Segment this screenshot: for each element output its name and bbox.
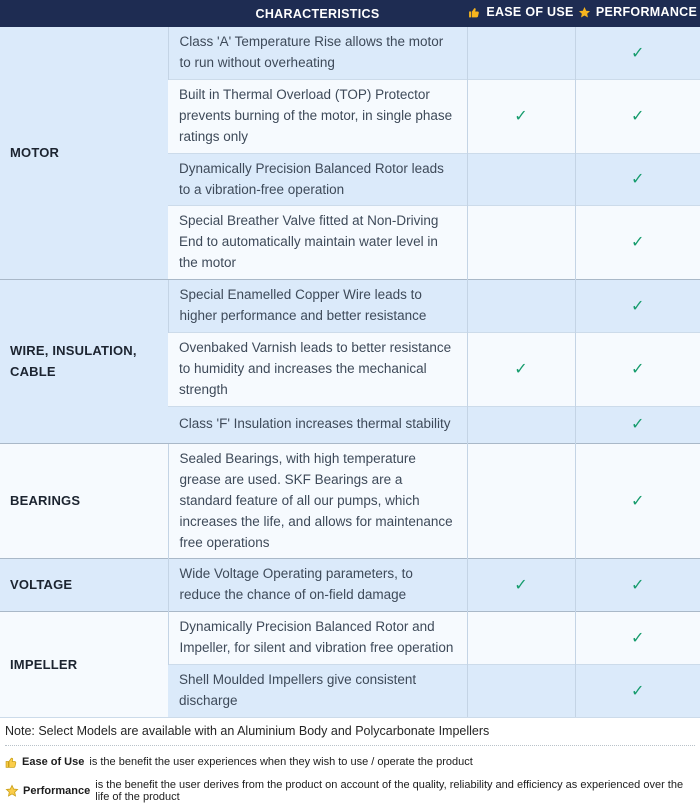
table-header: CHARACTERISTICS EASE OF USE PERFORMANCE: [0, 0, 700, 27]
ease-of-use-cell: [467, 206, 575, 280]
performance-cell: ✓: [575, 665, 700, 717]
header-characteristics-label: CHARACTERISTICS: [256, 7, 380, 21]
performance-cell: ✓: [575, 27, 700, 79]
group-label-motor: MOTOR: [0, 27, 168, 280]
ease-of-use-cell: [467, 665, 575, 717]
table-row: VOLTAGE Wide Voltage Operating parameter…: [0, 559, 700, 612]
characteristic-cell: Dynamically Precision Balanced Rotor lea…: [168, 153, 467, 206]
header-performance-label: PERFORMANCE: [596, 5, 697, 19]
characteristic-cell: Dynamically Precision Balanced Rotor and…: [168, 612, 467, 665]
header-ease-of-use-label: EASE OF USE: [486, 5, 573, 19]
legend-text: is the benefit the user experiences when…: [89, 756, 472, 768]
ease-of-use-cell: [467, 153, 575, 206]
performance-cell: ✓: [575, 153, 700, 206]
characteristic-cell: Shell Moulded Impellers give consistent …: [168, 665, 467, 717]
legend-term: Performance: [23, 785, 90, 797]
group-label-wire-insulation-cable: WIRE, INSULATION, CABLE: [0, 280, 168, 444]
ease-of-use-cell: [467, 406, 575, 443]
performance-legend: Performance is the benefit the user deri…: [5, 779, 695, 803]
note-text: Note: Select Models are available with a…: [5, 718, 695, 746]
ease-of-use-cell: ✓: [467, 559, 575, 612]
group-label-voltage: VOLTAGE: [0, 559, 168, 612]
footer: Note: Select Models are available with a…: [0, 717, 700, 803]
ease-of-use-cell: [467, 27, 575, 79]
ease-of-use-cell: [467, 612, 575, 665]
header-performance: PERFORMANCE: [575, 0, 700, 27]
performance-cell: ✓: [575, 559, 700, 612]
legend-text: is the benefit the user derives from the…: [95, 779, 695, 803]
ease-of-use-cell: ✓: [467, 79, 575, 153]
characteristic-cell: Special Breather Valve fitted at Non-Dri…: [168, 206, 467, 280]
characteristic-cell: Ovenbaked Varnish leads to better resist…: [168, 333, 467, 407]
characteristic-cell: Special Enamelled Copper Wire leads to h…: [168, 280, 467, 333]
thumbs-up-icon: [468, 6, 481, 19]
performance-cell: ✓: [575, 443, 700, 559]
star-icon: [5, 784, 19, 798]
ease-of-use-cell: [467, 443, 575, 559]
performance-cell: ✓: [575, 79, 700, 153]
header-blank-cell: [0, 0, 168, 27]
table-row: WIRE, INSULATION, CABLE Special Enamelle…: [0, 280, 700, 333]
characteristic-cell: Built in Thermal Overload (TOP) Protecto…: [168, 79, 467, 153]
performance-cell: ✓: [575, 280, 700, 333]
star-icon: [578, 6, 591, 19]
performance-cell: ✓: [575, 333, 700, 407]
benefits-table: CHARACTERISTICS EASE OF USE PERFORMANCE: [0, 0, 700, 717]
characteristic-cell: Wide Voltage Operating parameters, to re…: [168, 559, 467, 612]
performance-cell: ✓: [575, 612, 700, 665]
header-ease-of-use: EASE OF USE: [467, 0, 575, 27]
characteristic-cell: Class 'F' Insulation increases thermal s…: [168, 406, 467, 443]
ease-of-use-legend: Ease of Use is the benefit the user expe…: [5, 756, 695, 769]
ease-of-use-cell: ✓: [467, 333, 575, 407]
table-row: MOTOR Class 'A' Temperature Rise allows …: [0, 27, 700, 79]
ease-of-use-cell: [467, 280, 575, 333]
table-row: IMPELLER Dynamically Precision Balanced …: [0, 612, 700, 665]
header-characteristics: CHARACTERISTICS: [168, 0, 467, 27]
performance-cell: ✓: [575, 406, 700, 443]
legend-term: Ease of Use: [22, 756, 84, 768]
characteristic-cell: Class 'A' Temperature Rise allows the mo…: [168, 27, 467, 79]
table-row: BEARINGS Sealed Bearings, with high temp…: [0, 443, 700, 559]
group-label-bearings: BEARINGS: [0, 443, 168, 559]
characteristic-cell: Sealed Bearings, with high temperature g…: [168, 443, 467, 559]
group-label-impeller: IMPELLER: [0, 612, 168, 717]
thumbs-up-icon: [5, 756, 18, 769]
performance-cell: ✓: [575, 206, 700, 280]
